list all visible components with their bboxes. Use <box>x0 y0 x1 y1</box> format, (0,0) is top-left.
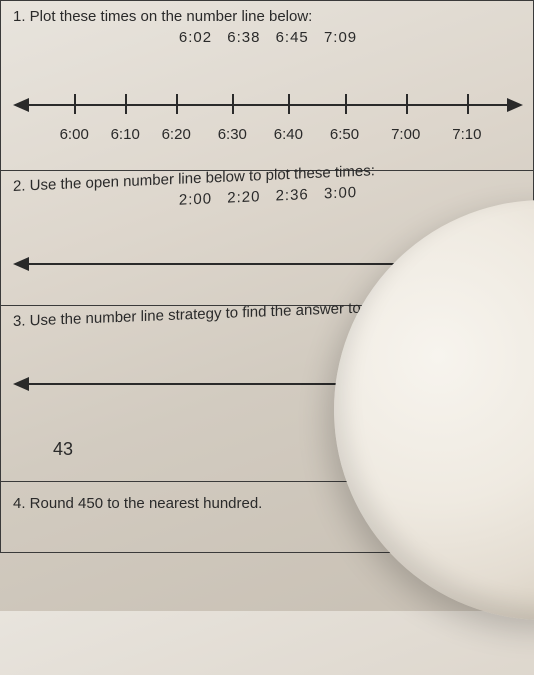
q1-numberline: 6:00 6:10 6:20 6:30 6:40 6:50 7:00 7:10 <box>13 76 523 162</box>
q3-left-label: 43 <box>53 439 73 460</box>
tick-label: 7:00 <box>391 126 420 143</box>
tick-mark <box>232 94 234 114</box>
arrow-right-icon <box>507 98 523 112</box>
tick-label: 7:10 <box>452 126 481 143</box>
q1-prompt: 1. Plot these times on the number line b… <box>13 7 523 27</box>
tick-mark <box>176 94 178 114</box>
q2-open-numberline <box>13 251 523 291</box>
tick-mark <box>74 94 76 114</box>
tick-mark <box>467 94 469 114</box>
question-1: 1. Plot these times on the number line b… <box>0 0 534 171</box>
tick-mark <box>288 94 290 114</box>
q3-right-label: 78 <box>475 413 495 434</box>
tick-label: 6:20 <box>162 126 191 143</box>
question-2: 2. Use the open number line below to plo… <box>0 171 534 306</box>
tick-label: 6:00 <box>60 126 89 143</box>
numberline-axis <box>21 104 515 106</box>
tick-mark <box>125 94 127 114</box>
arrow-right-icon <box>507 377 523 391</box>
q4-prompt: 4. Round 450 to the nearest hundred. <box>13 494 523 514</box>
tick-label: 6:40 <box>274 126 303 143</box>
q3-numberline: 43 78 <box>13 361 523 473</box>
tick-mark <box>345 94 347 114</box>
tick-label: 6:30 <box>218 126 247 143</box>
tick-mark <box>406 94 408 114</box>
tick-label: 6:10 <box>111 126 140 143</box>
question-3: 3. Use the number line strategy to find … <box>0 306 534 481</box>
numberline-axis <box>21 383 515 385</box>
arrow-right-icon <box>507 257 523 271</box>
q1-times: 6:02 6:38 6:45 7:09 <box>13 29 523 46</box>
tick-label: 6:50 <box>330 126 359 143</box>
open-line-axis <box>21 263 515 265</box>
question-4: 4. Round 450 to the nearest hundred. <box>0 482 534 553</box>
